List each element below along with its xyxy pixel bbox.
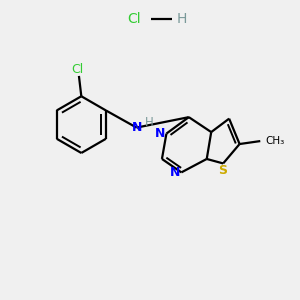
Text: Cl: Cl	[71, 63, 84, 76]
Text: Cl: Cl	[127, 12, 140, 26]
Text: N: N	[132, 121, 142, 134]
Text: H: H	[145, 116, 154, 129]
Text: N: N	[155, 127, 165, 140]
Text: S: S	[218, 164, 227, 176]
Text: H: H	[176, 12, 187, 26]
Text: N: N	[169, 166, 180, 179]
Text: CH₃: CH₃	[266, 136, 285, 146]
